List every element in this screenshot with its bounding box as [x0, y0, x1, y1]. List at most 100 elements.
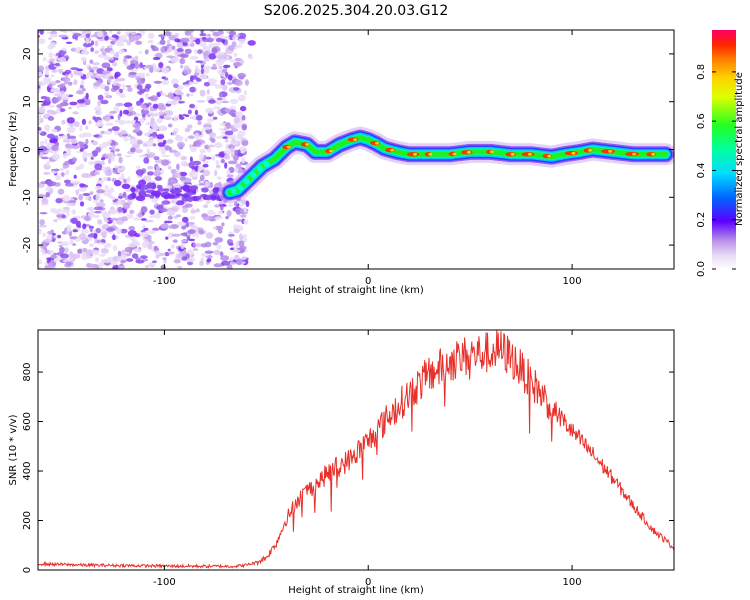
noise-blob	[144, 132, 151, 137]
noise-blob	[167, 215, 173, 220]
noise-blob	[166, 139, 174, 144]
noise-blob	[148, 32, 155, 39]
ridge-peak	[305, 143, 310, 146]
noise-blob	[86, 152, 93, 157]
noise-blob	[62, 134, 68, 141]
noise-blob	[219, 251, 224, 257]
noise-blob	[62, 162, 68, 166]
noise-blob	[167, 251, 175, 255]
noise-blob	[49, 250, 54, 256]
noise-blob	[200, 243, 208, 248]
noise-blob	[153, 80, 162, 84]
noise-blob	[140, 189, 147, 197]
noise-blob	[76, 215, 81, 220]
noise-blob	[122, 83, 126, 91]
noise-blob	[124, 120, 132, 124]
noise-blob	[89, 59, 94, 64]
noise-blob	[112, 264, 120, 269]
noise-blob	[82, 192, 91, 197]
noise-blob	[166, 55, 175, 58]
noise-blob	[199, 43, 207, 47]
noise-blob	[56, 214, 63, 218]
noise-blob	[180, 64, 184, 69]
noise-blob	[167, 123, 173, 128]
noise-blob	[64, 183, 74, 187]
noise-blob	[171, 78, 179, 85]
noise-blob	[76, 68, 84, 72]
noise-blob	[97, 94, 104, 101]
noise-blob	[75, 237, 81, 242]
noise-blob	[88, 161, 94, 166]
noise-blob	[85, 92, 89, 100]
noise-blob	[179, 53, 189, 59]
noise-blob	[194, 49, 199, 54]
noise-blob	[125, 258, 134, 262]
noise-blob	[114, 129, 120, 136]
noise-blob	[135, 40, 143, 45]
noise-blob	[176, 266, 183, 269]
noise-blob	[93, 199, 99, 203]
noise-blob	[99, 199, 104, 203]
noise-blob	[136, 84, 143, 90]
noise-blob	[177, 221, 185, 227]
noise-blob	[206, 258, 212, 263]
noise-blob	[229, 256, 234, 262]
colorbar-tick-label: 0.4	[696, 162, 707, 178]
noise-blob	[180, 242, 185, 250]
noise-blob	[188, 30, 194, 34]
noise-blob	[164, 77, 169, 81]
noise-blob	[51, 129, 58, 133]
noise-blob	[238, 146, 247, 154]
noise-blob	[57, 57, 67, 63]
noise-blob	[38, 145, 48, 152]
noise-blob	[73, 121, 80, 128]
noise-blob	[69, 101, 78, 106]
noise-blob	[156, 184, 163, 190]
noise-blob	[61, 119, 66, 125]
noise-blob	[241, 115, 246, 121]
noise-blob	[176, 42, 184, 49]
noise-blob	[101, 157, 106, 161]
noise-blob	[153, 66, 161, 73]
noise-blob	[93, 233, 98, 239]
noise-blob	[139, 231, 143, 236]
noise-blob	[131, 253, 139, 259]
noise-blob	[176, 163, 180, 171]
noise-blob	[47, 105, 56, 108]
noise-blob	[149, 95, 159, 102]
noise-blob	[101, 231, 107, 238]
noise-blob	[118, 49, 126, 54]
noise-blob	[210, 195, 217, 201]
noise-blob	[112, 80, 118, 86]
noise-blob	[213, 106, 222, 110]
noise-blob	[235, 258, 243, 266]
noise-blob	[55, 62, 61, 67]
noise-blob	[120, 130, 127, 135]
noise-blob	[113, 105, 120, 113]
noise-blob	[195, 60, 203, 63]
noise-blob	[100, 99, 109, 105]
noise-blob	[112, 39, 118, 43]
colorbar: 0.0 0.2 0.4 0.6 0.8 Normalized spectral ampl…	[696, 30, 745, 277]
noise-blob	[123, 102, 133, 108]
noise-blob	[103, 217, 107, 221]
noise-blob	[93, 82, 101, 87]
noise-blob	[232, 35, 239, 41]
noise-blob	[203, 204, 209, 209]
noise-blob	[77, 141, 84, 145]
noise-blob	[66, 227, 71, 233]
noise-blob	[170, 57, 180, 63]
noise-blob	[182, 216, 189, 223]
noise-blob	[121, 249, 126, 255]
noise-blob	[222, 84, 228, 91]
noise-blob	[196, 114, 203, 121]
noise-blob	[140, 104, 147, 109]
noise-blob	[49, 139, 57, 143]
noise-blob	[143, 227, 149, 231]
ridge-peak	[489, 150, 494, 154]
noise-blob	[67, 81, 73, 86]
noise-blob	[235, 163, 242, 169]
noise-blob	[161, 79, 170, 86]
noise-blob	[95, 257, 99, 263]
